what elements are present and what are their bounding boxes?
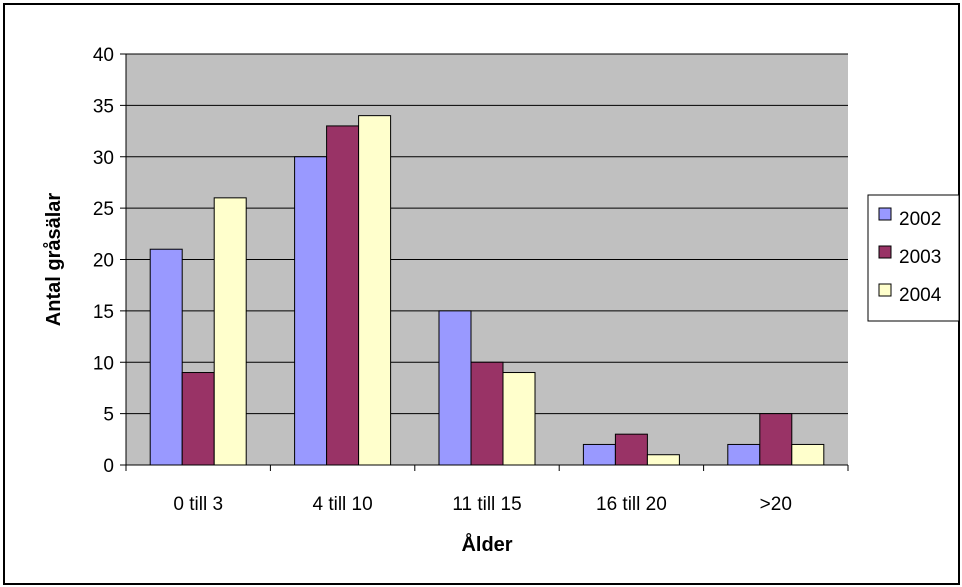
bar xyxy=(358,115,392,466)
y-tick-label: 20 xyxy=(93,251,114,272)
y-tick-labels: 0 5 10 15 20 25 30 35 40 xyxy=(93,45,126,477)
x-tick-label: 0 till 3 xyxy=(173,494,223,515)
bar xyxy=(759,413,793,466)
bar xyxy=(470,361,504,466)
legend-label: 2002 xyxy=(899,209,941,230)
legend-swatch xyxy=(878,245,892,259)
bar xyxy=(791,443,825,466)
bar xyxy=(582,443,616,466)
x-tick-label: 16 till 20 xyxy=(596,494,667,515)
bar xyxy=(213,197,247,466)
bar xyxy=(181,372,215,466)
y-tick-label: 0 xyxy=(103,456,114,477)
bar xyxy=(294,156,328,466)
x-axis-title: Ålder xyxy=(461,532,512,556)
legend-label: 2004 xyxy=(899,285,942,306)
bar xyxy=(438,310,472,466)
x-tick-labels: 0 till 3 4 till 10 11 till 15 16 till 20 >20 xyxy=(125,465,849,515)
legend: 2002 2003 2004 xyxy=(867,194,960,322)
legend-label: 2003 xyxy=(899,247,941,268)
y-tick-label: 30 xyxy=(93,148,114,169)
bar xyxy=(326,125,360,466)
y-tick-label: 25 xyxy=(93,199,114,220)
legend-swatch xyxy=(878,207,892,221)
y-tick-label: 15 xyxy=(93,302,114,323)
bars xyxy=(149,115,825,466)
bar xyxy=(646,454,680,466)
legend-swatch xyxy=(878,283,892,297)
y-tick-label: 5 xyxy=(103,405,114,426)
y-tick-label: 35 xyxy=(93,96,114,117)
x-tick-label: >20 xyxy=(760,494,792,515)
bar xyxy=(614,433,648,466)
bar xyxy=(149,248,183,466)
y-tick-label: 40 xyxy=(93,45,114,66)
y-tick-label: 10 xyxy=(93,353,114,374)
y-axis-title: Antal gråsälar xyxy=(42,193,65,327)
x-tick-label: 11 till 15 xyxy=(452,494,521,515)
x-tick-label: 4 till 10 xyxy=(312,494,372,515)
bar xyxy=(727,443,761,466)
bar xyxy=(502,372,536,466)
